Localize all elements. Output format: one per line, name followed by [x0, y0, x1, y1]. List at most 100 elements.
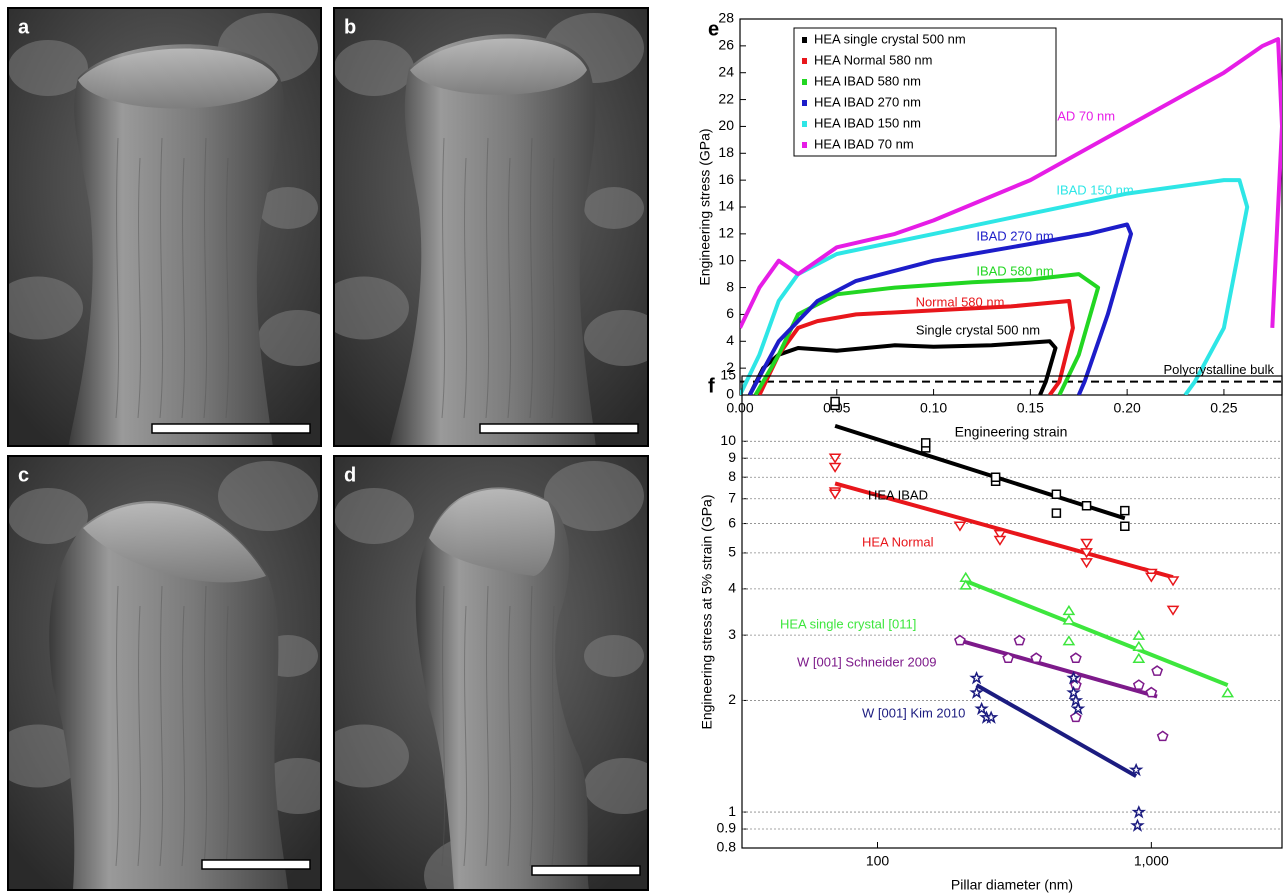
sem-grain: [584, 758, 648, 814]
data-point: [1069, 652, 1082, 663]
scale-bar: [479, 423, 639, 434]
data-point: [969, 671, 984, 685]
y-tick-label: 8: [726, 278, 734, 294]
panel-border: [7, 455, 322, 891]
legend-label: HEA single crystal 500 nm: [814, 31, 966, 46]
stress-strain-curve: [740, 37, 1282, 329]
pillar-striation: [159, 585, 164, 867]
data-point: [1051, 508, 1062, 518]
data-point: [1132, 640, 1146, 652]
pillar-striation: [507, 157, 512, 419]
sem-grain: [334, 488, 414, 544]
pillar-striation: [441, 585, 446, 867]
data-point: [828, 462, 842, 473]
curve-annotation: IBAD 270 nm: [976, 228, 1053, 243]
legend-marker: [802, 100, 807, 106]
sem-grain: [584, 635, 644, 677]
data-point: [1002, 652, 1015, 663]
pillar-striation: [485, 585, 490, 867]
legend-label: HEA IBAD 70 nm: [814, 136, 914, 151]
data-point: [828, 453, 842, 464]
pillar-striation: [115, 585, 120, 867]
y-tick-label: 9: [728, 449, 736, 465]
pillar-striation: [225, 157, 230, 419]
y-tick-label: 12: [718, 225, 734, 241]
data-point: [1080, 558, 1093, 569]
y-tick-label: 2: [728, 691, 736, 707]
sem-grain: [584, 187, 644, 229]
sem-grain: [258, 187, 318, 229]
y-tick-label: 6: [726, 305, 734, 321]
stress-strain-curve: [747, 339, 1058, 395]
scale-bar: [531, 865, 641, 876]
plot-area: [740, 37, 1282, 395]
plot-content: [828, 396, 1235, 832]
y-tick-label: 6: [728, 514, 736, 530]
data-point: [1081, 501, 1092, 511]
charts: e02468101214161820222426280.000.050.100.…: [697, 10, 1283, 893]
data-point: [974, 701, 989, 716]
data-point: [1080, 548, 1093, 559]
panel-border: [7, 7, 322, 447]
y-axis-label: Engineering stress (GPa): [697, 128, 713, 285]
curve-annotation: Single crystal 500 nm: [916, 322, 1040, 337]
pillar-striation: [551, 605, 556, 867]
data-point: [1156, 730, 1169, 742]
pillar-striation: [507, 605, 512, 867]
legend-marker: [802, 79, 807, 85]
fit-line: [959, 638, 1158, 699]
legend-label: HEA IBAD 580 nm: [814, 73, 921, 88]
data-point: [990, 472, 1001, 482]
sem-content: [334, 456, 648, 890]
panel-label: d: [344, 464, 356, 486]
y-tick-label: 2: [726, 359, 734, 375]
pillar-striation: [485, 137, 490, 419]
sem-panel: d: [333, 455, 649, 891]
data-point: [1132, 679, 1145, 690]
sem-grain: [8, 488, 88, 544]
pillar-striation: [181, 157, 186, 419]
panel-border: [333, 455, 649, 891]
sem-grain: [218, 461, 318, 531]
data-point: [1132, 629, 1146, 640]
pillar-striation: [441, 137, 446, 419]
data-point: [1166, 605, 1180, 616]
plot-frame: [741, 375, 1283, 849]
sem-content: [8, 456, 321, 890]
x-tick-label: 0.10: [920, 400, 947, 416]
y-axis-label: Engineering stress at 5% strain (GPa): [699, 495, 715, 730]
y-tick-label: 18: [718, 144, 734, 160]
plot-frame: [739, 18, 1283, 396]
chart: f 0.8 0.91 2 3 4 5 6 7 8 910 15 100 1,000 Pillar diame…: [699, 367, 1283, 893]
y-tick-label: 8: [728, 468, 736, 484]
data-point: [1066, 671, 1081, 685]
data-point: [1068, 693, 1084, 707]
pillar-top: [78, 48, 278, 109]
data-point: [1070, 701, 1086, 716]
legend-marker: [802, 58, 807, 64]
sem-grain: [334, 40, 414, 96]
y-tick-label: 0: [726, 386, 734, 402]
data-point: [954, 634, 966, 646]
pillar-striation: [181, 605, 186, 867]
sem-images: a b c d: [7, 7, 649, 891]
data-point: [1131, 805, 1147, 819]
y-tick-label: 4: [728, 580, 736, 596]
legend-marker: [802, 121, 807, 127]
series-label: W [001] Kim 2010: [862, 705, 965, 720]
data-point: [1013, 634, 1026, 646]
data-point: [1051, 489, 1062, 499]
y-tick-label: 5: [728, 544, 736, 560]
pillar-striation: [159, 137, 164, 419]
legend: HEA single crystal 500 nm HEA Normal 580 …: [793, 27, 1057, 157]
data-point: [1132, 652, 1146, 663]
pillar-striation: [529, 137, 534, 419]
pillar-striation: [463, 605, 468, 867]
data-point: [1069, 711, 1082, 723]
fit-line: [964, 579, 1229, 687]
y-tick-label: 4: [726, 332, 734, 348]
y-tick-label: 28: [718, 10, 734, 26]
sem-grain: [8, 724, 83, 788]
x-tick-label: 0.00: [726, 400, 753, 416]
